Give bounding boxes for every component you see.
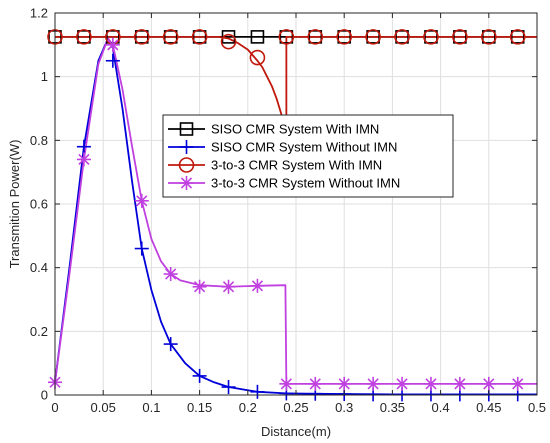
data-point-marker <box>105 53 120 68</box>
data-point-marker <box>279 30 294 44</box>
data-point-marker <box>191 29 208 45</box>
data-point-marker <box>395 376 410 391</box>
legend-label: 3-to-3 CMR System With IMN <box>211 158 382 173</box>
data-point-marker <box>452 376 467 391</box>
x-tick-label: 0.35 <box>380 400 405 415</box>
data-point-marker <box>105 37 120 52</box>
data-point-marker <box>423 29 439 45</box>
legend-box <box>162 114 454 198</box>
y-tick-label: 0.4 <box>30 260 48 275</box>
x-tick-label: 0.45 <box>476 400 501 415</box>
data-point-marker <box>134 193 149 208</box>
data-point-marker <box>162 29 179 45</box>
data-point-marker <box>220 33 237 50</box>
data-point-marker <box>336 29 353 45</box>
data-point-marker <box>163 337 178 352</box>
data-point-marker <box>192 30 207 44</box>
y-tick-label: 0 <box>41 388 48 403</box>
data-point-marker <box>453 30 467 44</box>
axis-ticks: 0 0.05 0.1 0.15 0.2 0.25 0.3 0.35 0.4 0.45 0.5 0 0.2… <box>30 6 546 416</box>
legend-marker <box>179 122 194 136</box>
data-point-marker <box>366 376 381 391</box>
y-tick-label: 0.6 <box>30 197 48 212</box>
data-point-marker <box>192 368 207 383</box>
data-point-marker <box>221 380 236 395</box>
y-tick-label: 1.2 <box>30 6 48 21</box>
data-point-marker <box>249 49 266 66</box>
data-point-marker <box>423 376 438 391</box>
legend-label: SISO CMR System Without IMN <box>211 140 397 155</box>
data-point-marker <box>307 29 324 45</box>
y-tick-label: 0.2 <box>30 324 48 339</box>
data-point-marker <box>133 29 150 45</box>
data-point-marker <box>221 279 236 294</box>
data-point-marker <box>510 30 525 44</box>
x-tick-label: 0.5 <box>528 400 546 415</box>
data-point-marker <box>395 30 409 44</box>
data-point-marker <box>76 139 91 154</box>
data-point-marker <box>480 29 497 45</box>
y-axis-label: Transmition Power(W) <box>7 140 22 269</box>
data-point-marker <box>77 30 91 44</box>
data-point-marker <box>278 29 295 45</box>
legend-marker <box>179 140 194 154</box>
x-tick-label: 0.4 <box>432 400 450 415</box>
legend: SISO CMR System With IMN SISO CMR System … <box>162 114 454 198</box>
x-tick-label: 0 <box>51 400 58 415</box>
x-tick-label: 0.3 <box>335 400 353 415</box>
data-point-marker <box>308 376 323 391</box>
data-point-marker <box>192 279 207 294</box>
data-point-marker <box>250 384 265 399</box>
x-tick-label: 0.2 <box>239 400 257 415</box>
data-point-marker <box>337 30 352 44</box>
data-point-marker <box>337 376 352 391</box>
data-point-marker <box>510 376 525 391</box>
y-tick-label: 0.8 <box>30 133 48 148</box>
data-point-marker <box>250 30 265 44</box>
data-point-marker <box>250 278 265 293</box>
data-point-marker <box>509 29 526 45</box>
x-tick-label: 0.25 <box>283 400 308 415</box>
data-point-marker <box>366 30 380 44</box>
x-tick-label: 0.15 <box>187 400 212 415</box>
data-point-marker <box>279 376 294 391</box>
x-tick-label: 0.05 <box>91 400 116 415</box>
data-point-marker <box>308 30 323 44</box>
data-point-marker <box>163 30 178 44</box>
data-point-marker <box>76 152 91 167</box>
data-point-marker <box>134 241 149 256</box>
legend-label: SISO CMR System With IMN <box>211 122 379 137</box>
data-point-marker <box>481 30 496 44</box>
data-point-marker <box>424 30 438 44</box>
x-tick-label: 0.1 <box>142 400 160 415</box>
legend-label: 3-to-3 CMR System Without IMN <box>211 176 400 191</box>
data-point-marker <box>481 376 496 391</box>
data-point-marker <box>163 267 178 282</box>
data-point-marker <box>452 29 468 45</box>
data-point-marker <box>76 29 92 45</box>
x-axis-label: Distance(m) <box>261 424 331 439</box>
data-point-marker <box>134 30 149 44</box>
y-tick-label: 1 <box>41 69 48 84</box>
legend-marker <box>179 176 194 190</box>
series-markers <box>47 29 526 402</box>
data-point-marker <box>365 29 381 45</box>
data-point-marker <box>394 29 410 45</box>
legend-marker <box>178 157 195 173</box>
